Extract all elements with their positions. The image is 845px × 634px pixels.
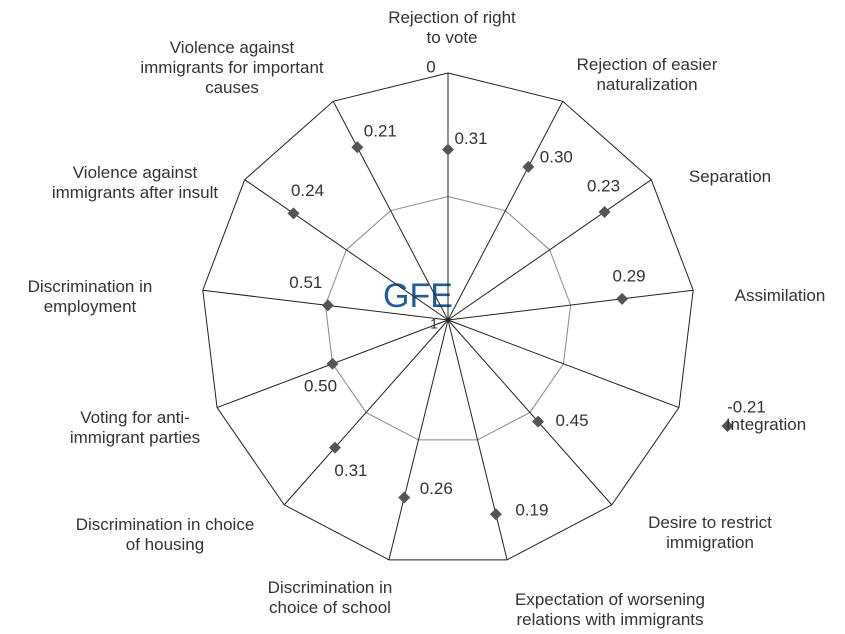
marker — [328, 441, 341, 454]
category-label: Rejection of right to vote — [388, 8, 516, 47]
category-label: Integration — [725, 415, 807, 434]
marker — [598, 205, 611, 218]
value-label: 0.26 — [420, 479, 453, 498]
marker — [326, 357, 339, 370]
spoke — [447, 319, 508, 560]
marker — [287, 207, 300, 220]
marker — [351, 141, 364, 154]
category-label: Rejection of easier naturalization — [576, 55, 718, 94]
value-label: 0.45 — [556, 411, 589, 430]
marker — [321, 299, 334, 312]
marker — [721, 419, 734, 432]
grid-ring — [324, 195, 572, 441]
category-label: Discrimination in choice of school — [267, 578, 393, 617]
spoke — [244, 179, 449, 321]
marker — [442, 143, 454, 156]
category-label: Voting for anti-immigrant parties — [69, 408, 201, 447]
spoke — [447, 319, 613, 506]
marker — [532, 415, 545, 428]
category-label: Assimilation — [734, 286, 826, 305]
marker — [522, 160, 535, 173]
marker — [489, 508, 502, 521]
category-label: Expectation of worsening relations with … — [515, 590, 705, 629]
value-label: 0.19 — [515, 501, 548, 520]
value-label: 0.23 — [587, 176, 620, 195]
value-label: 0.51 — [289, 273, 322, 292]
value-label: -0.21 — [727, 397, 766, 416]
value-label: 0.29 — [613, 266, 646, 285]
spoke — [447, 319, 680, 409]
value-label: 0.31 — [334, 461, 367, 480]
grid-ring — [202, 72, 694, 561]
value-label: 0.21 — [364, 122, 397, 141]
category-label: Separation — [688, 167, 772, 186]
spoke — [388, 319, 449, 560]
spoke — [447, 289, 694, 321]
spoke — [447, 179, 652, 321]
r-tick-label: 0 — [426, 57, 435, 76]
marker — [398, 491, 411, 504]
spoke — [447, 101, 564, 321]
value-label: 0.30 — [540, 147, 573, 166]
category-label: Discrimination in choice of housing — [75, 515, 255, 554]
category-label: Violence against immigrants for importan… — [140, 38, 324, 97]
category-label: Desire to restrict immigration — [648, 513, 772, 552]
value-label: 0.50 — [304, 376, 337, 395]
value-label: 0.24 — [291, 181, 324, 200]
value-label: 0.31 — [454, 129, 487, 148]
spoke — [283, 319, 449, 506]
marker — [616, 292, 629, 305]
category-label: Violence against immigrants after insult — [51, 163, 219, 202]
r-tick-label: 1 — [430, 316, 438, 332]
category-label: Discrimination in employment — [27, 277, 153, 316]
spoke — [332, 101, 449, 321]
